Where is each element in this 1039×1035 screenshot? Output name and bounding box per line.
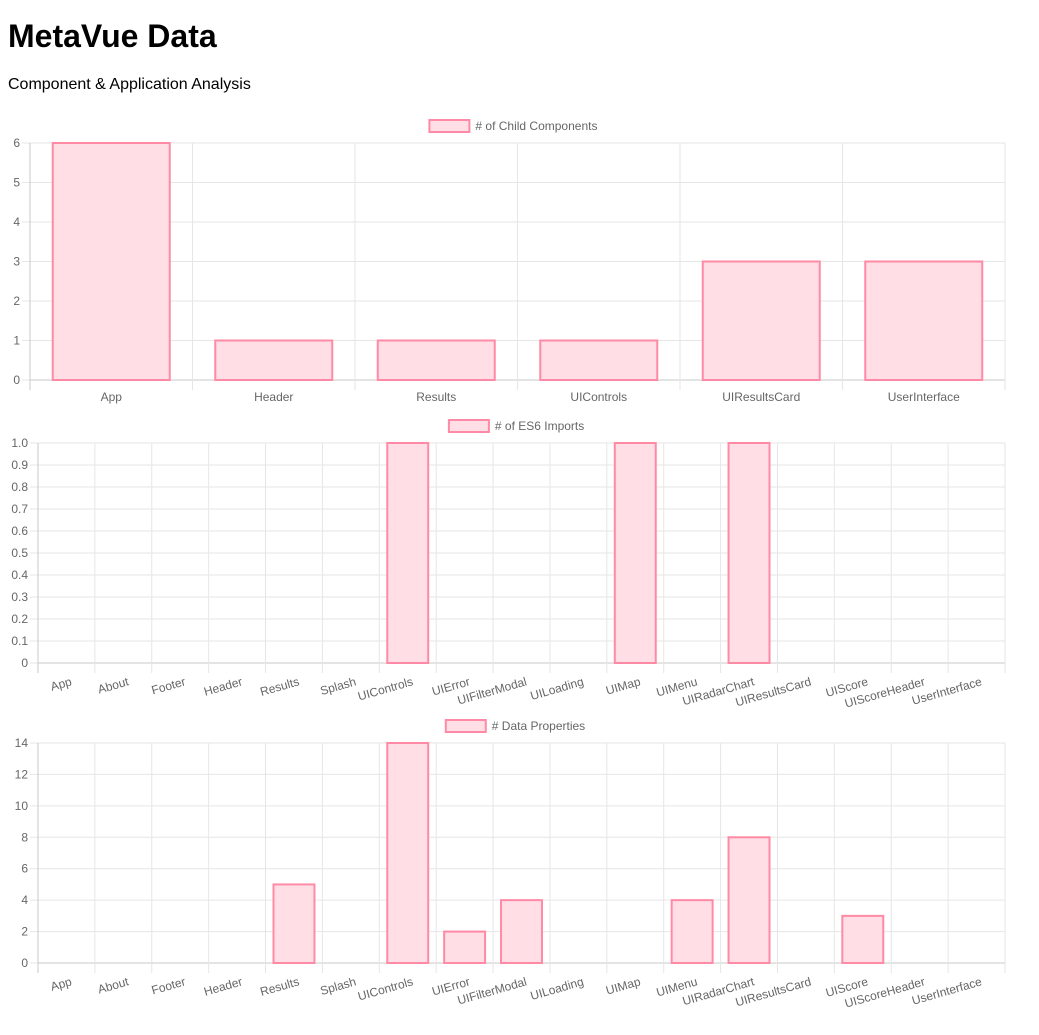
y-tick-label: 0.1 [11,634,28,648]
x-tick-label: Splash [319,974,358,998]
y-tick-label: 3 [13,255,20,269]
legend-label: # Data Properties [492,719,585,733]
bar-uicontrols [539,339,659,381]
bar-uicontrols [386,742,430,964]
y-tick-label: 0.5 [11,546,28,560]
x-tick-label: Header [202,974,244,998]
y-tick-label: 0.3 [11,590,28,604]
x-tick-label: UILoading [529,974,585,1003]
x-tick-label: UILoading [529,674,585,703]
y-tick-label: 1 [13,334,20,348]
x-tick-label: Footer [150,974,187,997]
x-tick-label: Splash [319,674,358,698]
bar-header [214,339,334,381]
y-tick-label: 8 [21,830,28,844]
bar-uiresultscard [701,260,821,381]
y-tick-label: 0.7 [11,502,28,516]
x-tick-label: App [49,674,74,693]
bar-uimenu [670,899,714,964]
bar-results [272,883,316,964]
y-tick-label: 0.4 [11,568,28,582]
legend-label: # of ES6 Imports [495,419,584,433]
data-properties-chart: # Data Properties 0 2 4 6 8 10 12 14 App About Foot… [15,719,1006,1010]
bar-uiradarchart [727,836,771,964]
x-tick-label: Results [258,974,300,998]
x-tick-label: Header [202,674,244,698]
x-tick-label: Results [416,390,456,404]
y-tick-label: 0 [13,373,20,387]
bar-uifiltermodal [500,899,543,964]
legend-label: # of Child Components [475,119,597,133]
bar-results [376,339,496,381]
y-tick-label: 0 [21,656,28,670]
y-tick-label: 5 [13,176,20,190]
y-tick-label: 2 [13,294,20,308]
y-tick-label: 0.8 [11,480,28,494]
bar-uimap [613,442,657,664]
bar-uierror [443,930,487,964]
es6-imports-chart: # of ES6 Imports 0 0.1 0.2 0.3 0.4 0.5 0.6 0.7 0.… [11,419,1006,710]
y-tick-label: 1.0 [11,436,28,450]
y-tick-label: 0.6 [11,524,28,538]
y-tick-label: 2 [21,925,28,939]
y-tick-label: 6 [21,862,28,876]
y-tick-label: 4 [21,893,28,907]
bar-app [51,142,171,381]
legend-swatch [444,719,487,733]
bar-uicontrols [386,442,430,664]
x-tick-label: UIMap [604,974,642,997]
x-tick-label: About [96,974,131,996]
legend-swatch [428,119,471,133]
y-tick-label: 6 [13,136,20,150]
x-tick-label: UIResultsCard [722,390,800,404]
x-tick-label: UIMap [604,674,642,697]
x-tick-label: App [49,974,74,993]
x-tick-label: Header [254,390,293,404]
bar-userinterface [864,260,984,381]
x-tick-label: UIControls [356,674,414,703]
x-tick-label: UIControls [356,974,414,1003]
y-tick-label: 14 [15,736,29,750]
x-tick-label: UserInterface [888,390,960,404]
x-tick-label: Results [258,674,300,698]
bar-uiradarchart [727,442,771,664]
y-tick-label: 12 [15,767,29,781]
page-subtitle: Component & Application Analysis [8,76,251,93]
x-tick-label: App [101,390,123,404]
bar-uiscore [841,914,885,965]
y-tick-label: 4 [13,215,20,229]
x-tick-label: UIControls [570,390,627,404]
child-components-chart: # of Child Components 0 1 2 3 4 5 6 App Header Res… [13,119,1006,404]
y-tick-label: 0.9 [11,458,28,472]
legend-swatch [447,419,490,433]
x-tick-label: About [96,674,131,696]
y-tick-label: 0 [21,956,28,970]
page-title: MetaVue Data [8,18,217,54]
y-tick-label: 0.2 [11,612,28,626]
y-tick-label: 10 [15,799,29,813]
x-tick-label: Footer [150,674,187,697]
